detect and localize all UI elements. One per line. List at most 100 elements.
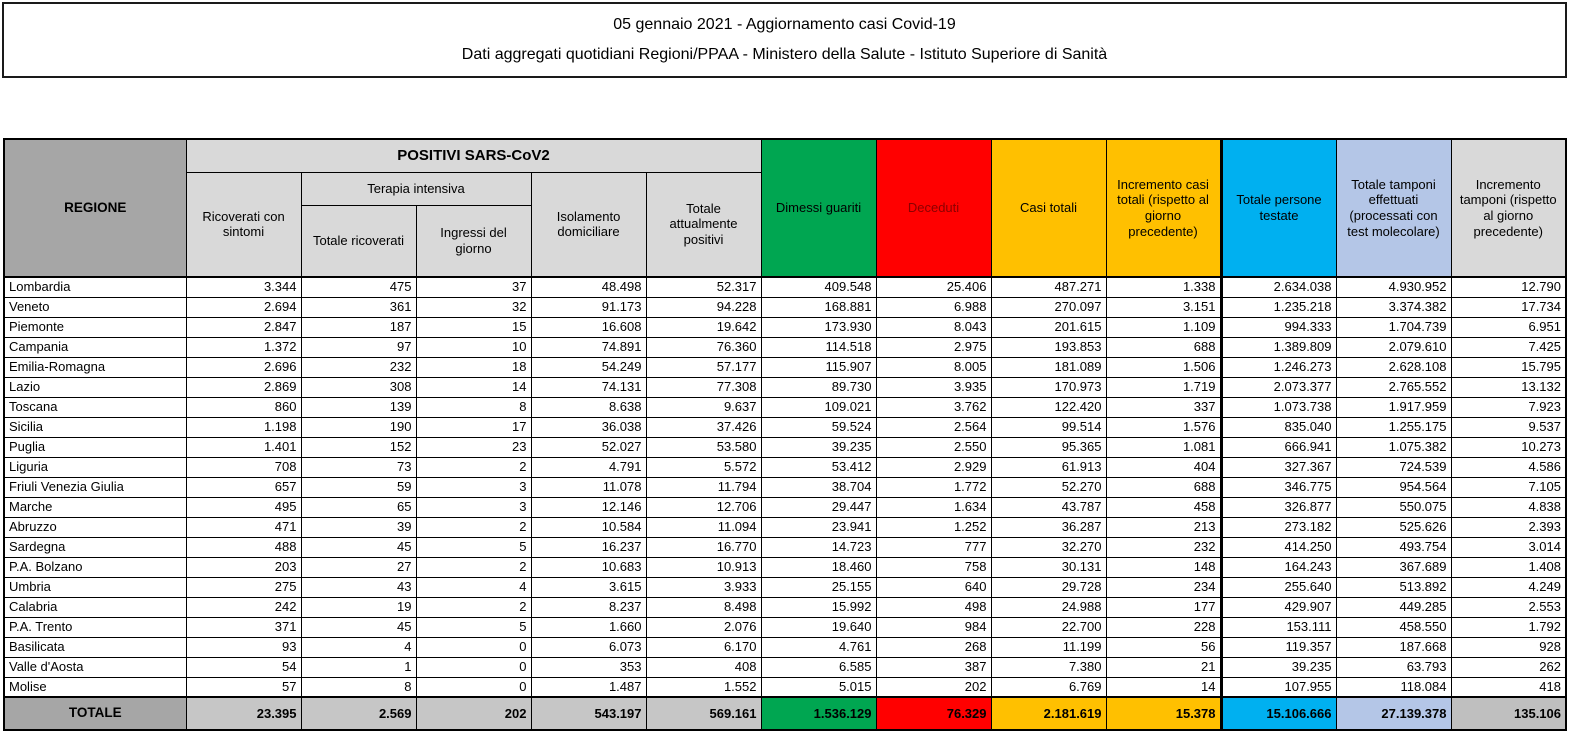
value-cell: 7.923 xyxy=(1450,396,1567,418)
value-cell: 1.506 xyxy=(1105,356,1222,378)
value-cell: 153.111 xyxy=(1219,616,1337,638)
value-cell: 928 xyxy=(1450,636,1567,658)
value-cell: 37.426 xyxy=(645,416,762,438)
value-cell: 327.367 xyxy=(1219,456,1337,478)
value-cell: 308 xyxy=(300,376,417,398)
value-cell: 458 xyxy=(1105,496,1222,518)
value-cell: 2.975 xyxy=(875,336,992,358)
value-cell: 8.237 xyxy=(530,596,647,618)
value-cell: 10.584 xyxy=(530,516,647,538)
value-cell: 23 xyxy=(415,436,532,458)
value-cell: 758 xyxy=(875,556,992,578)
value-cell: 3.151 xyxy=(1105,296,1222,318)
value-cell: 202 xyxy=(875,676,992,698)
value-cell: 270.097 xyxy=(990,296,1107,318)
value-cell: 493.754 xyxy=(1335,536,1452,558)
value-cell: 1.246.273 xyxy=(1219,356,1337,378)
value-cell: 2.553 xyxy=(1450,596,1567,618)
table-row: Puglia 1.401 152 23 52.027 53.580 39.235 2.550 9… xyxy=(3,436,1567,458)
value-cell: 498 xyxy=(875,596,992,618)
value-cell: 15.992 xyxy=(760,596,877,618)
value-cell: 2 xyxy=(415,596,532,618)
value-cell: 95.365 xyxy=(990,436,1107,458)
table-footer: TOTALE 23.395 2.569 202 543.197 569.161 … xyxy=(3,696,1567,731)
value-cell: 4.586 xyxy=(1450,456,1567,478)
total-cell: 15.378 xyxy=(1105,696,1222,731)
value-cell: 10.683 xyxy=(530,556,647,578)
value-cell: 16.237 xyxy=(530,536,647,558)
value-cell: 59.524 xyxy=(760,416,877,438)
value-cell: 3.762 xyxy=(875,396,992,418)
value-cell: 387 xyxy=(875,656,992,678)
value-cell: 1.917.959 xyxy=(1335,396,1452,418)
col-header-ricoverati-sintomi: Ricoverati con sintomi xyxy=(185,171,302,278)
region-name: Friuli Venezia Giulia xyxy=(3,476,187,498)
value-cell: 5 xyxy=(415,536,532,558)
col-header-regione: REGIONE xyxy=(3,138,187,278)
value-cell: 187 xyxy=(300,316,417,338)
value-cell: 458.550 xyxy=(1335,616,1452,638)
value-cell: 53.412 xyxy=(760,456,877,478)
value-cell: 688 xyxy=(1105,476,1222,498)
value-cell: 12.146 xyxy=(530,496,647,518)
value-cell: 54 xyxy=(185,656,302,678)
value-cell: 18.460 xyxy=(760,556,877,578)
value-cell: 1.109 xyxy=(1105,316,1222,338)
value-cell: 36.038 xyxy=(530,416,647,438)
value-cell: 994.333 xyxy=(1219,316,1337,338)
value-cell: 1.198 xyxy=(185,416,302,438)
table-row: P.A. Trento 371 45 5 1.660 2.076 19.640 984 22.7… xyxy=(3,616,1567,638)
value-cell: 708 xyxy=(185,456,302,478)
value-cell: 228 xyxy=(1105,616,1222,638)
value-cell: 6.585 xyxy=(760,656,877,678)
col-header-incremento-tamponi: Incremento tamponi (rispetto al giorno p… xyxy=(1450,138,1567,278)
value-cell: 1.401 xyxy=(185,436,302,458)
value-cell: 404 xyxy=(1105,456,1222,478)
region-name: Umbria xyxy=(3,576,187,598)
value-cell: 36.287 xyxy=(990,516,1107,538)
region-name: Valle d'Aosta xyxy=(3,656,187,678)
value-cell: 93 xyxy=(185,636,302,658)
value-cell: 3.933 xyxy=(645,576,762,598)
value-cell: 9.537 xyxy=(1450,416,1567,438)
title-box: 05 gennaio 2021 - Aggiornamento casi Cov… xyxy=(2,2,1567,78)
value-cell: 724.539 xyxy=(1335,456,1452,478)
value-cell: 57 xyxy=(185,676,302,698)
value-cell: 45 xyxy=(300,536,417,558)
region-name: Lombardia xyxy=(3,276,187,298)
value-cell: 53.580 xyxy=(645,436,762,458)
value-cell: 3.374.382 xyxy=(1335,296,1452,318)
value-cell: 97 xyxy=(300,336,417,358)
value-cell: 3.014 xyxy=(1450,536,1567,558)
value-cell: 0 xyxy=(415,636,532,658)
value-cell: 91.173 xyxy=(530,296,647,318)
value-cell: 860 xyxy=(185,396,302,418)
col-header-deceduti: Deceduti xyxy=(875,138,992,278)
total-label: TOTALE xyxy=(3,696,187,731)
value-cell: 8.498 xyxy=(645,596,762,618)
col-header-totale-positivi: Totale attualmente positivi xyxy=(645,171,762,278)
value-cell: 8.043 xyxy=(875,316,992,338)
table-row: Friuli Venezia Giulia 657 59 3 11.078 11.794 3… xyxy=(3,476,1567,498)
value-cell: 19.640 xyxy=(760,616,877,638)
value-cell: 37 xyxy=(415,276,532,298)
region-name: Emilia-Romagna xyxy=(3,356,187,378)
table-row: Piemonte 2.847 187 15 16.608 19.642 173.930 8.0… xyxy=(3,316,1567,338)
value-cell: 39 xyxy=(300,516,417,538)
value-cell: 2.694 xyxy=(185,296,302,318)
region-name: Calabria xyxy=(3,596,187,618)
value-cell: 3 xyxy=(415,476,532,498)
value-cell: 353 xyxy=(530,656,647,678)
value-cell: 8 xyxy=(415,396,532,418)
value-cell: 17.734 xyxy=(1450,296,1567,318)
value-cell: 495 xyxy=(185,496,302,518)
value-cell: 10 xyxy=(415,336,532,358)
region-name: Puglia xyxy=(3,436,187,458)
value-cell: 688 xyxy=(1105,336,1222,358)
value-cell: 6.769 xyxy=(990,676,1107,698)
table-row: P.A. Bolzano 203 27 2 10.683 10.913 18.460 758 3… xyxy=(3,556,1567,578)
region-name: Campania xyxy=(3,336,187,358)
value-cell: 1.576 xyxy=(1105,416,1222,438)
value-cell: 0 xyxy=(415,676,532,698)
total-cell: 27.139.378 xyxy=(1335,696,1452,731)
